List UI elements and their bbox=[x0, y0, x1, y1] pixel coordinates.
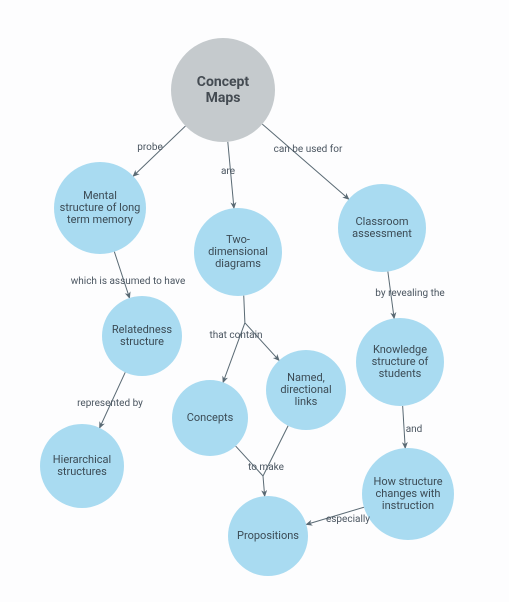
node-howstruct: How structurechanges withinstruction bbox=[362, 448, 454, 540]
concept-map-diagram: ConceptMaps Mentalstructure of longterm m… bbox=[0, 0, 509, 602]
node-prop: Propositions bbox=[228, 496, 308, 576]
node-label: Propositions bbox=[237, 529, 299, 542]
node-hier: Hierarchicalstructures bbox=[40, 424, 124, 508]
node-label: Knowledgestructure ofstudents bbox=[372, 343, 429, 380]
edge bbox=[263, 476, 265, 496]
edge bbox=[262, 124, 348, 199]
node-label: How structurechanges withinstruction bbox=[373, 475, 442, 512]
node-twod: Two-dimensionaldiagrams bbox=[194, 208, 282, 296]
edge bbox=[114, 252, 129, 298]
edge-label: are bbox=[221, 166, 235, 177]
edge-label: probe bbox=[137, 142, 163, 153]
node-label: Concepts bbox=[187, 411, 234, 424]
node-label: Hierarchicalstructures bbox=[53, 453, 111, 478]
node-knowledge: Knowledgestructure ofstudents bbox=[356, 318, 444, 406]
edge bbox=[245, 323, 279, 361]
edge-label: that contain bbox=[209, 330, 262, 341]
node-classroom: Classroomassessment bbox=[338, 184, 426, 272]
node-label: Classroomassessment bbox=[352, 215, 412, 240]
edge-label: represented by bbox=[77, 398, 143, 409]
edge-label: especially bbox=[326, 514, 370, 525]
edge bbox=[244, 296, 245, 323]
edge-label: by revealing the bbox=[375, 288, 444, 299]
node-relatedness: Relatednessstructure bbox=[102, 296, 182, 376]
node-mental: Mentalstructure of longterm memory bbox=[54, 162, 146, 254]
node-label: Relatednessstructure bbox=[112, 323, 172, 348]
node-named: Named,directionallinks bbox=[266, 350, 346, 430]
edge-label: can be used for bbox=[274, 143, 343, 155]
edge-label: and bbox=[406, 424, 423, 435]
node-concepts: Concepts bbox=[172, 380, 248, 456]
edge-label: to make bbox=[248, 462, 284, 473]
nodes-layer: ConceptMaps Mentalstructure of longterm m… bbox=[40, 38, 454, 576]
node-root: ConceptMaps bbox=[171, 38, 275, 142]
edge-label: which is assumed to have bbox=[71, 276, 186, 287]
